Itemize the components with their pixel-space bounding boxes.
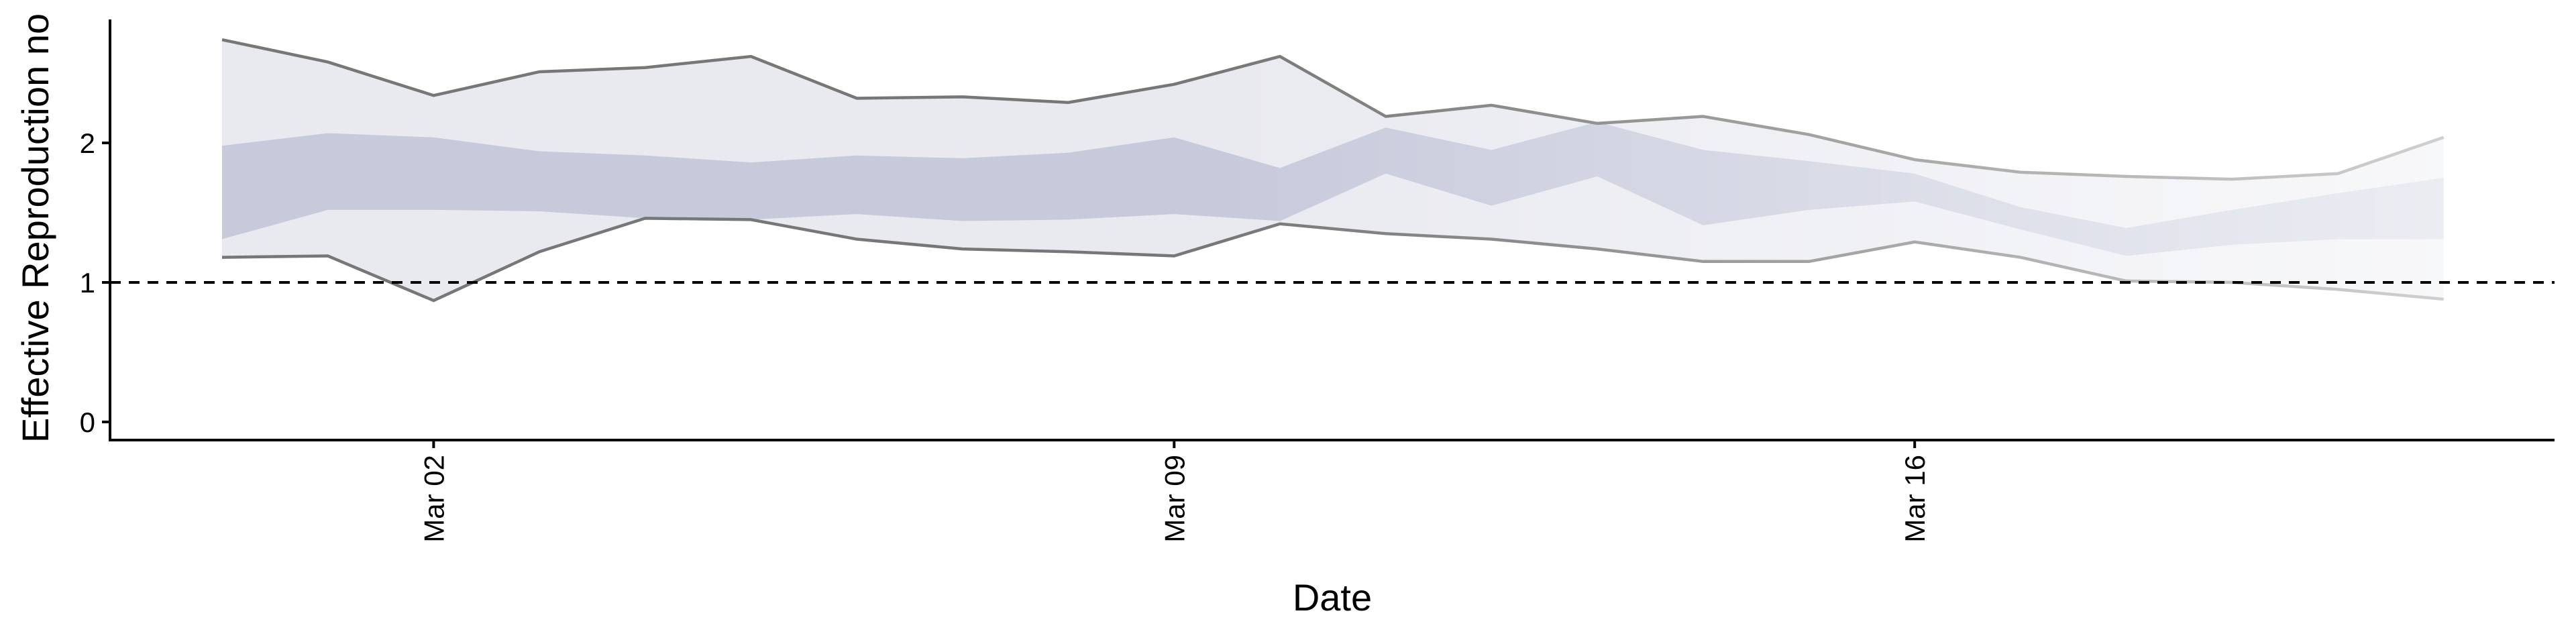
plot-area	[221, 38, 2445, 303]
y-tick-label: 2	[80, 127, 95, 159]
axes: 0 1 2 Mar 02 Mar 09 Mar 16	[80, 19, 2555, 543]
y-tick-label: 1	[80, 267, 95, 299]
band-upper-line	[221, 38, 2445, 181]
band-lower-line	[221, 217, 2444, 303]
x-tick-label: Mar 16	[1899, 455, 1931, 543]
y-tick-label: 0	[80, 407, 95, 438]
x-tick-label: Mar 09	[1159, 455, 1190, 543]
y-axis-title: Effective Reproduction no	[14, 13, 56, 443]
x-tick-label: Mar 02	[418, 455, 449, 543]
credible-band	[222, 121, 2444, 256]
x-axis-title: Date	[1293, 576, 1372, 619]
